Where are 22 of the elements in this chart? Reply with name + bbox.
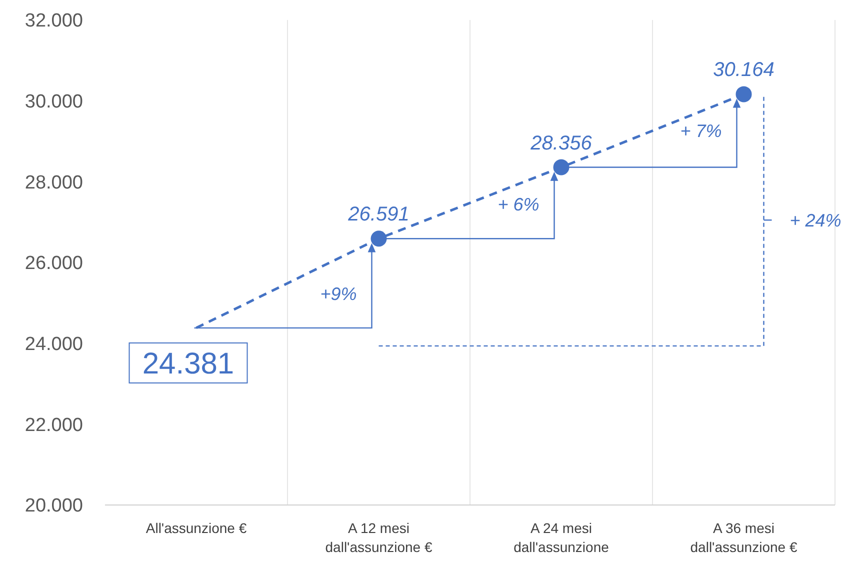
- x-tick-label: All'assunzione €: [146, 520, 247, 536]
- annotation: + 24%: [790, 210, 842, 230]
- annotation: + 6%: [498, 194, 540, 214]
- y-tick-label: 22.000: [24, 414, 83, 436]
- point: [736, 86, 752, 102]
- data-label: 26.591: [347, 204, 410, 226]
- data-label: 24.381: [142, 347, 234, 380]
- annotation: +9%: [320, 284, 357, 304]
- point: [370, 230, 387, 247]
- x-tick-label: A 36 mesi dall'assunzione €: [690, 520, 798, 555]
- y-tick-label: 26.000: [24, 253, 83, 274]
- y-tick-label: 28.000: [24, 172, 83, 194]
- y-tick-label: 30.000: [24, 91, 83, 112]
- y-tick-label: 20.000: [24, 496, 83, 517]
- y-tick-label: 24.000: [24, 334, 83, 355]
- point: [553, 159, 570, 176]
- data-label: 28.356: [530, 132, 593, 154]
- data-label: 30.164: [713, 59, 774, 82]
- y-tick-label: 32.000: [24, 10, 83, 32]
- x-tick-label: A 24 mesi dall'assunzione: [514, 520, 610, 555]
- x-tick-label: A 12 mesi dall'assunzione €: [325, 520, 432, 555]
- annotation: + 7%: [680, 121, 722, 142]
